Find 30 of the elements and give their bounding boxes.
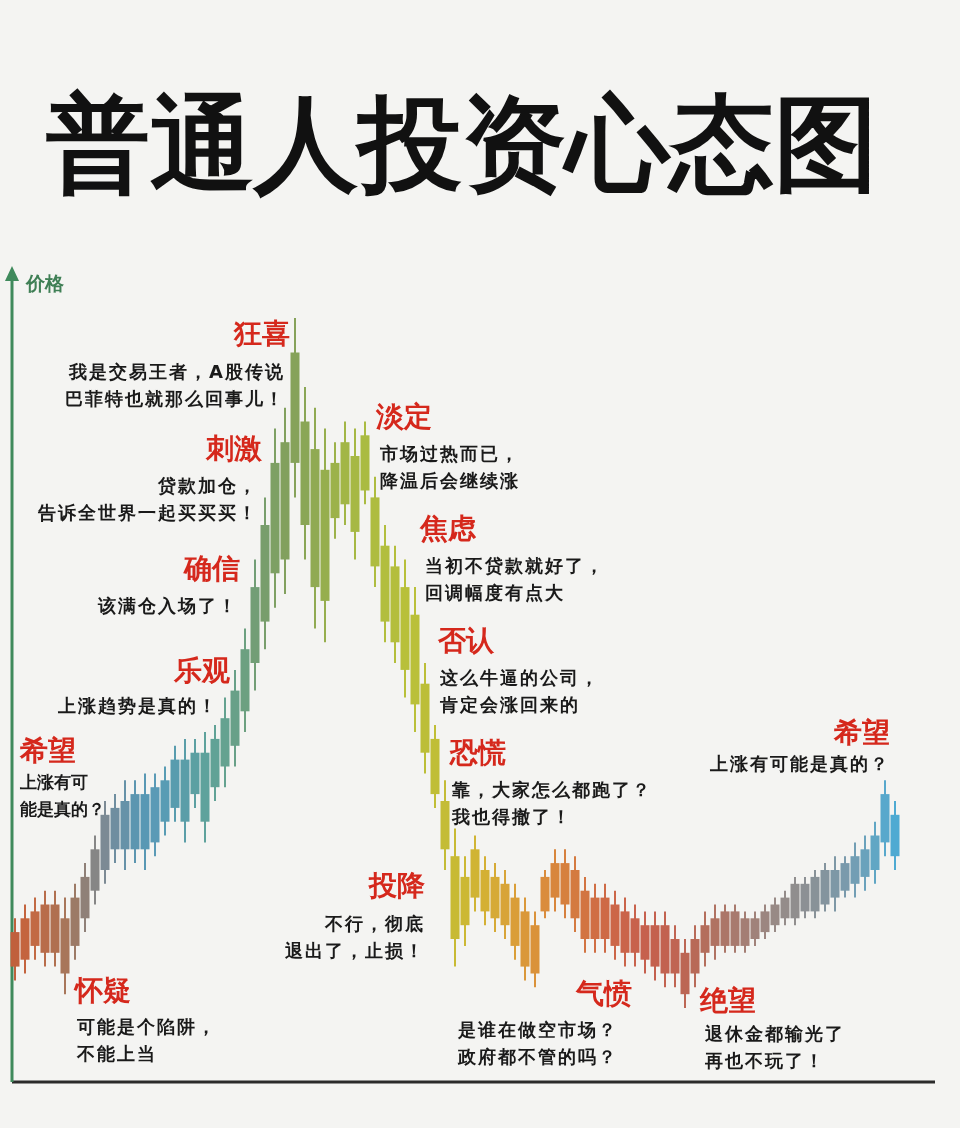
annotation: 投降 — [369, 869, 425, 902]
annotation: 当初不贷款就好了，回调幅度有点大 — [425, 555, 605, 603]
annotation: 靠，大家怎么都跑了？我也得撤了！ — [452, 779, 652, 827]
ylabel: 价格 — [26, 272, 64, 294]
annotation: 贷款加仓，告诉全世界一起买买买！ — [38, 475, 258, 523]
annotation: 上涨趋势是真的！ — [58, 695, 218, 716]
annotation: 绝望 — [700, 984, 756, 1017]
annotation: 不行，彻底退出了，止损！ — [285, 913, 425, 961]
annotation: 我是交易王者，A股传说巴菲特也就那么回事儿！ — [65, 361, 285, 409]
annotation: 上涨有可能是真的？ — [20, 772, 105, 819]
annotation: 恐慌 — [450, 736, 506, 769]
annotation: 刺激 — [206, 432, 262, 465]
annotation: 退休金都输光了再也不玩了！ — [705, 1023, 845, 1071]
annotation: 确信 — [184, 552, 240, 585]
title: 普通人投资心态图 — [46, 83, 878, 205]
annotation: 这么牛逼的公司，肯定会涨回来的 — [440, 667, 600, 715]
annotation: 焦虑 — [420, 512, 476, 545]
annotation: 该满仓入场了！ — [98, 595, 238, 616]
annotation: 希望 — [834, 716, 890, 749]
annotation: 市场过热而已，降温后会继续涨 — [380, 443, 520, 491]
annotation: 怀疑 — [75, 974, 131, 1007]
annotation: 狂喜 — [234, 317, 290, 350]
annotation: 是谁在做空市场？政府都不管的吗？ — [458, 1019, 618, 1067]
annotation: 可能是个陷阱，不能上当 — [77, 1016, 217, 1064]
annotation: 乐观 — [174, 654, 230, 687]
annotation: 希望 — [20, 734, 76, 767]
annotation: 气愤 — [576, 977, 632, 1010]
annotation: 淡定 — [376, 400, 432, 433]
annotation: 否认 — [438, 624, 494, 657]
annotation: 上涨有可能是真的？ — [710, 753, 890, 774]
